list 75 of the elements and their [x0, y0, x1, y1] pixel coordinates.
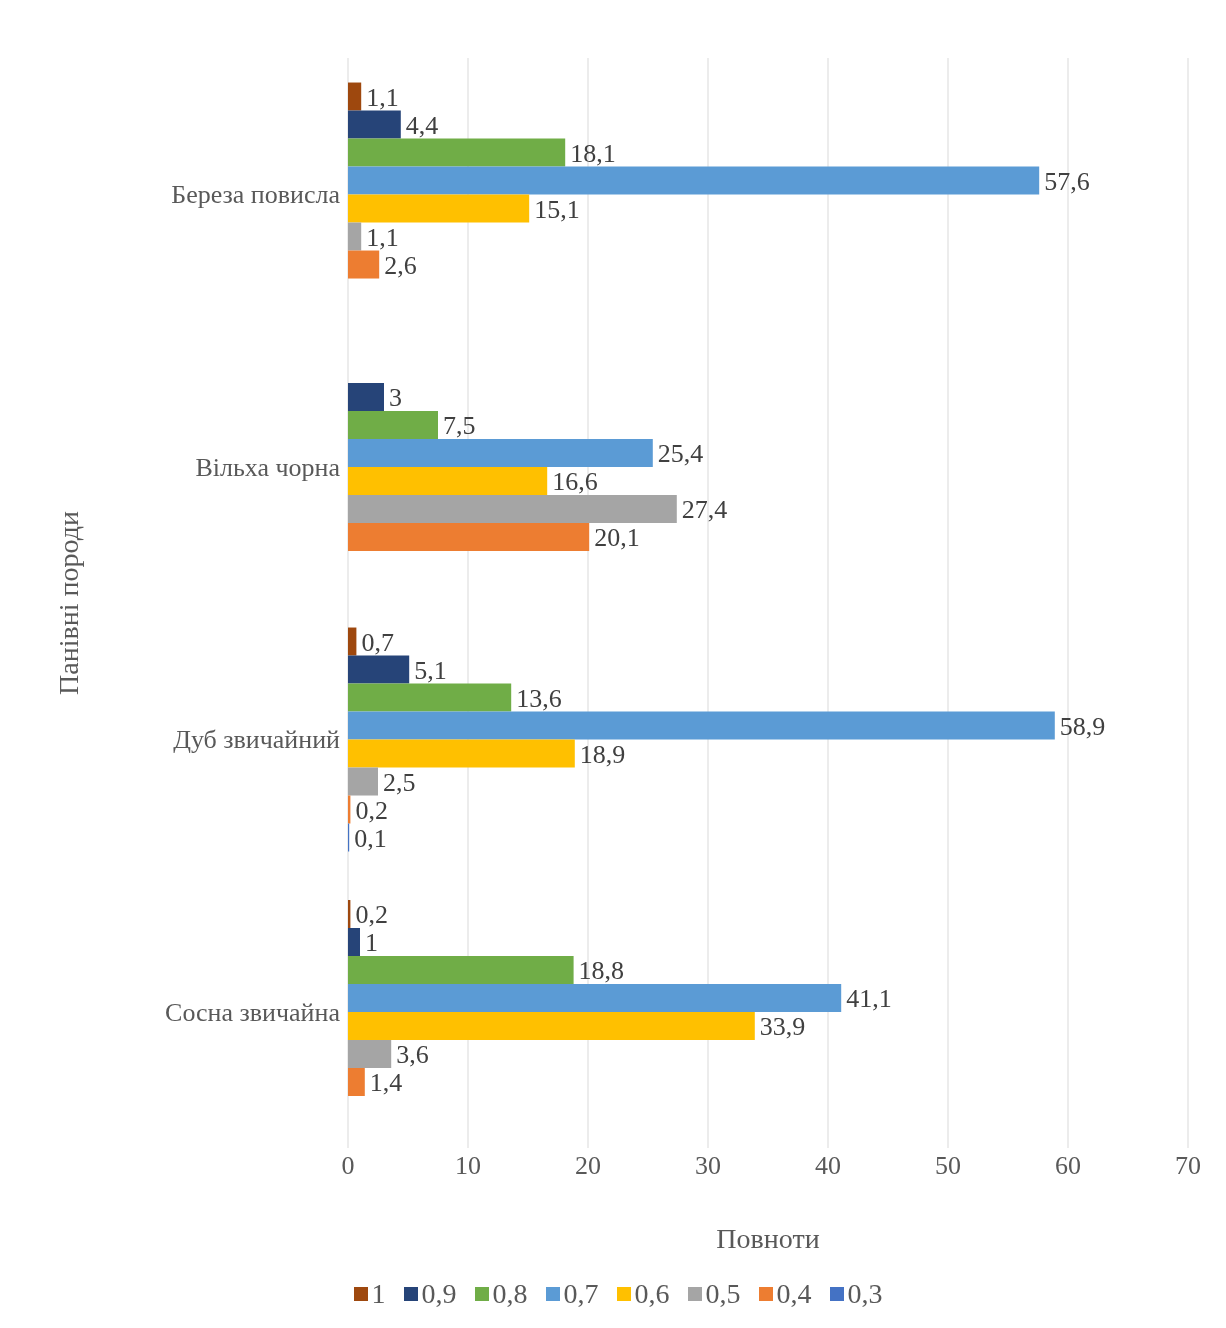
- bar: [348, 739, 575, 768]
- bar: [348, 627, 357, 656]
- bar: [348, 523, 590, 552]
- x-axis-title: Повноти: [716, 1223, 820, 1254]
- bar: [348, 655, 410, 684]
- data-label: 18,9: [579, 739, 626, 769]
- bar: [348, 222, 362, 251]
- data-label: 4,4: [405, 110, 439, 140]
- data-label: 0,1: [354, 823, 387, 853]
- data-label: 58,9: [1059, 711, 1106, 741]
- bar: [348, 82, 362, 111]
- bar: [348, 138, 566, 167]
- bar: [348, 683, 512, 712]
- data-label: 1,4: [369, 1068, 403, 1098]
- data-label: 18,8: [578, 956, 625, 986]
- data-label: 13,6: [516, 683, 562, 713]
- legend-label: 0,9: [421, 1278, 457, 1310]
- data-label: 3,6: [396, 1040, 429, 1070]
- legend-label: 0,5: [705, 1278, 741, 1310]
- bar: [348, 110, 401, 139]
- x-tick-label: 40: [815, 1151, 841, 1181]
- data-label: 16,6: [552, 467, 598, 497]
- data-label: 1: [365, 928, 378, 958]
- bar: [348, 166, 1040, 195]
- data-label: 33,9: [759, 1012, 806, 1042]
- bar: [348, 956, 574, 985]
- data-label: 25,4: [657, 439, 704, 469]
- x-tick-label: 0: [341, 1151, 355, 1181]
- legend-label: 0,8: [492, 1278, 528, 1310]
- data-label: 0,7: [361, 627, 394, 657]
- x-tick-label: 20: [575, 1151, 601, 1181]
- data-label: 18,1: [570, 138, 616, 168]
- legend-label: 0,7: [563, 1278, 599, 1310]
- data-label: 20,1: [594, 523, 640, 553]
- y-tick-label: Вільха чорна: [195, 452, 341, 482]
- bar: [348, 439, 653, 468]
- bar: [348, 411, 438, 440]
- data-label: 1,1: [366, 222, 399, 252]
- data-label: 2,6: [384, 250, 417, 280]
- data-label: 0,2: [355, 900, 388, 930]
- bar: [348, 1012, 755, 1041]
- bar: [348, 467, 548, 496]
- data-label: 1,1: [366, 82, 399, 112]
- data-label: 41,1: [846, 984, 892, 1014]
- legend-label: 0,3: [847, 1278, 883, 1310]
- bar: [348, 250, 380, 279]
- y-tick-label: Сосна звичайна: [165, 997, 341, 1027]
- y-axis-title: Панівні породи: [52, 511, 84, 695]
- legend-label: 1: [371, 1278, 386, 1310]
- legend-label: 0,6: [634, 1278, 670, 1310]
- bar: [348, 495, 677, 524]
- data-label: 57,6: [1044, 166, 1090, 196]
- x-tick-label: 50: [935, 1151, 961, 1181]
- bar: [348, 383, 384, 412]
- x-tick-label: 70: [1175, 1151, 1201, 1181]
- data-label: 0,2: [355, 795, 388, 825]
- bar: [348, 767, 378, 796]
- bar: [348, 194, 530, 223]
- data-label: 27,4: [681, 495, 728, 525]
- bar: [348, 711, 1055, 740]
- bar: [348, 984, 842, 1013]
- data-label: 3: [389, 383, 402, 413]
- data-label: 5,1: [414, 655, 447, 685]
- bar: [348, 928, 360, 957]
- bar: [348, 1040, 392, 1069]
- data-label: 7,5: [443, 411, 476, 441]
- y-tick-label: Дуб звичайний: [173, 725, 341, 755]
- x-tick-label: 30: [695, 1151, 721, 1181]
- legend-label: 0,4: [776, 1278, 812, 1310]
- y-tick-label: Береза повисла: [171, 180, 341, 210]
- data-label: 2,5: [383, 767, 416, 797]
- x-tick-label: 60: [1055, 1151, 1081, 1181]
- bar: [348, 1068, 365, 1097]
- data-label: 15,1: [534, 194, 580, 224]
- x-tick-label: 10: [455, 1151, 481, 1181]
